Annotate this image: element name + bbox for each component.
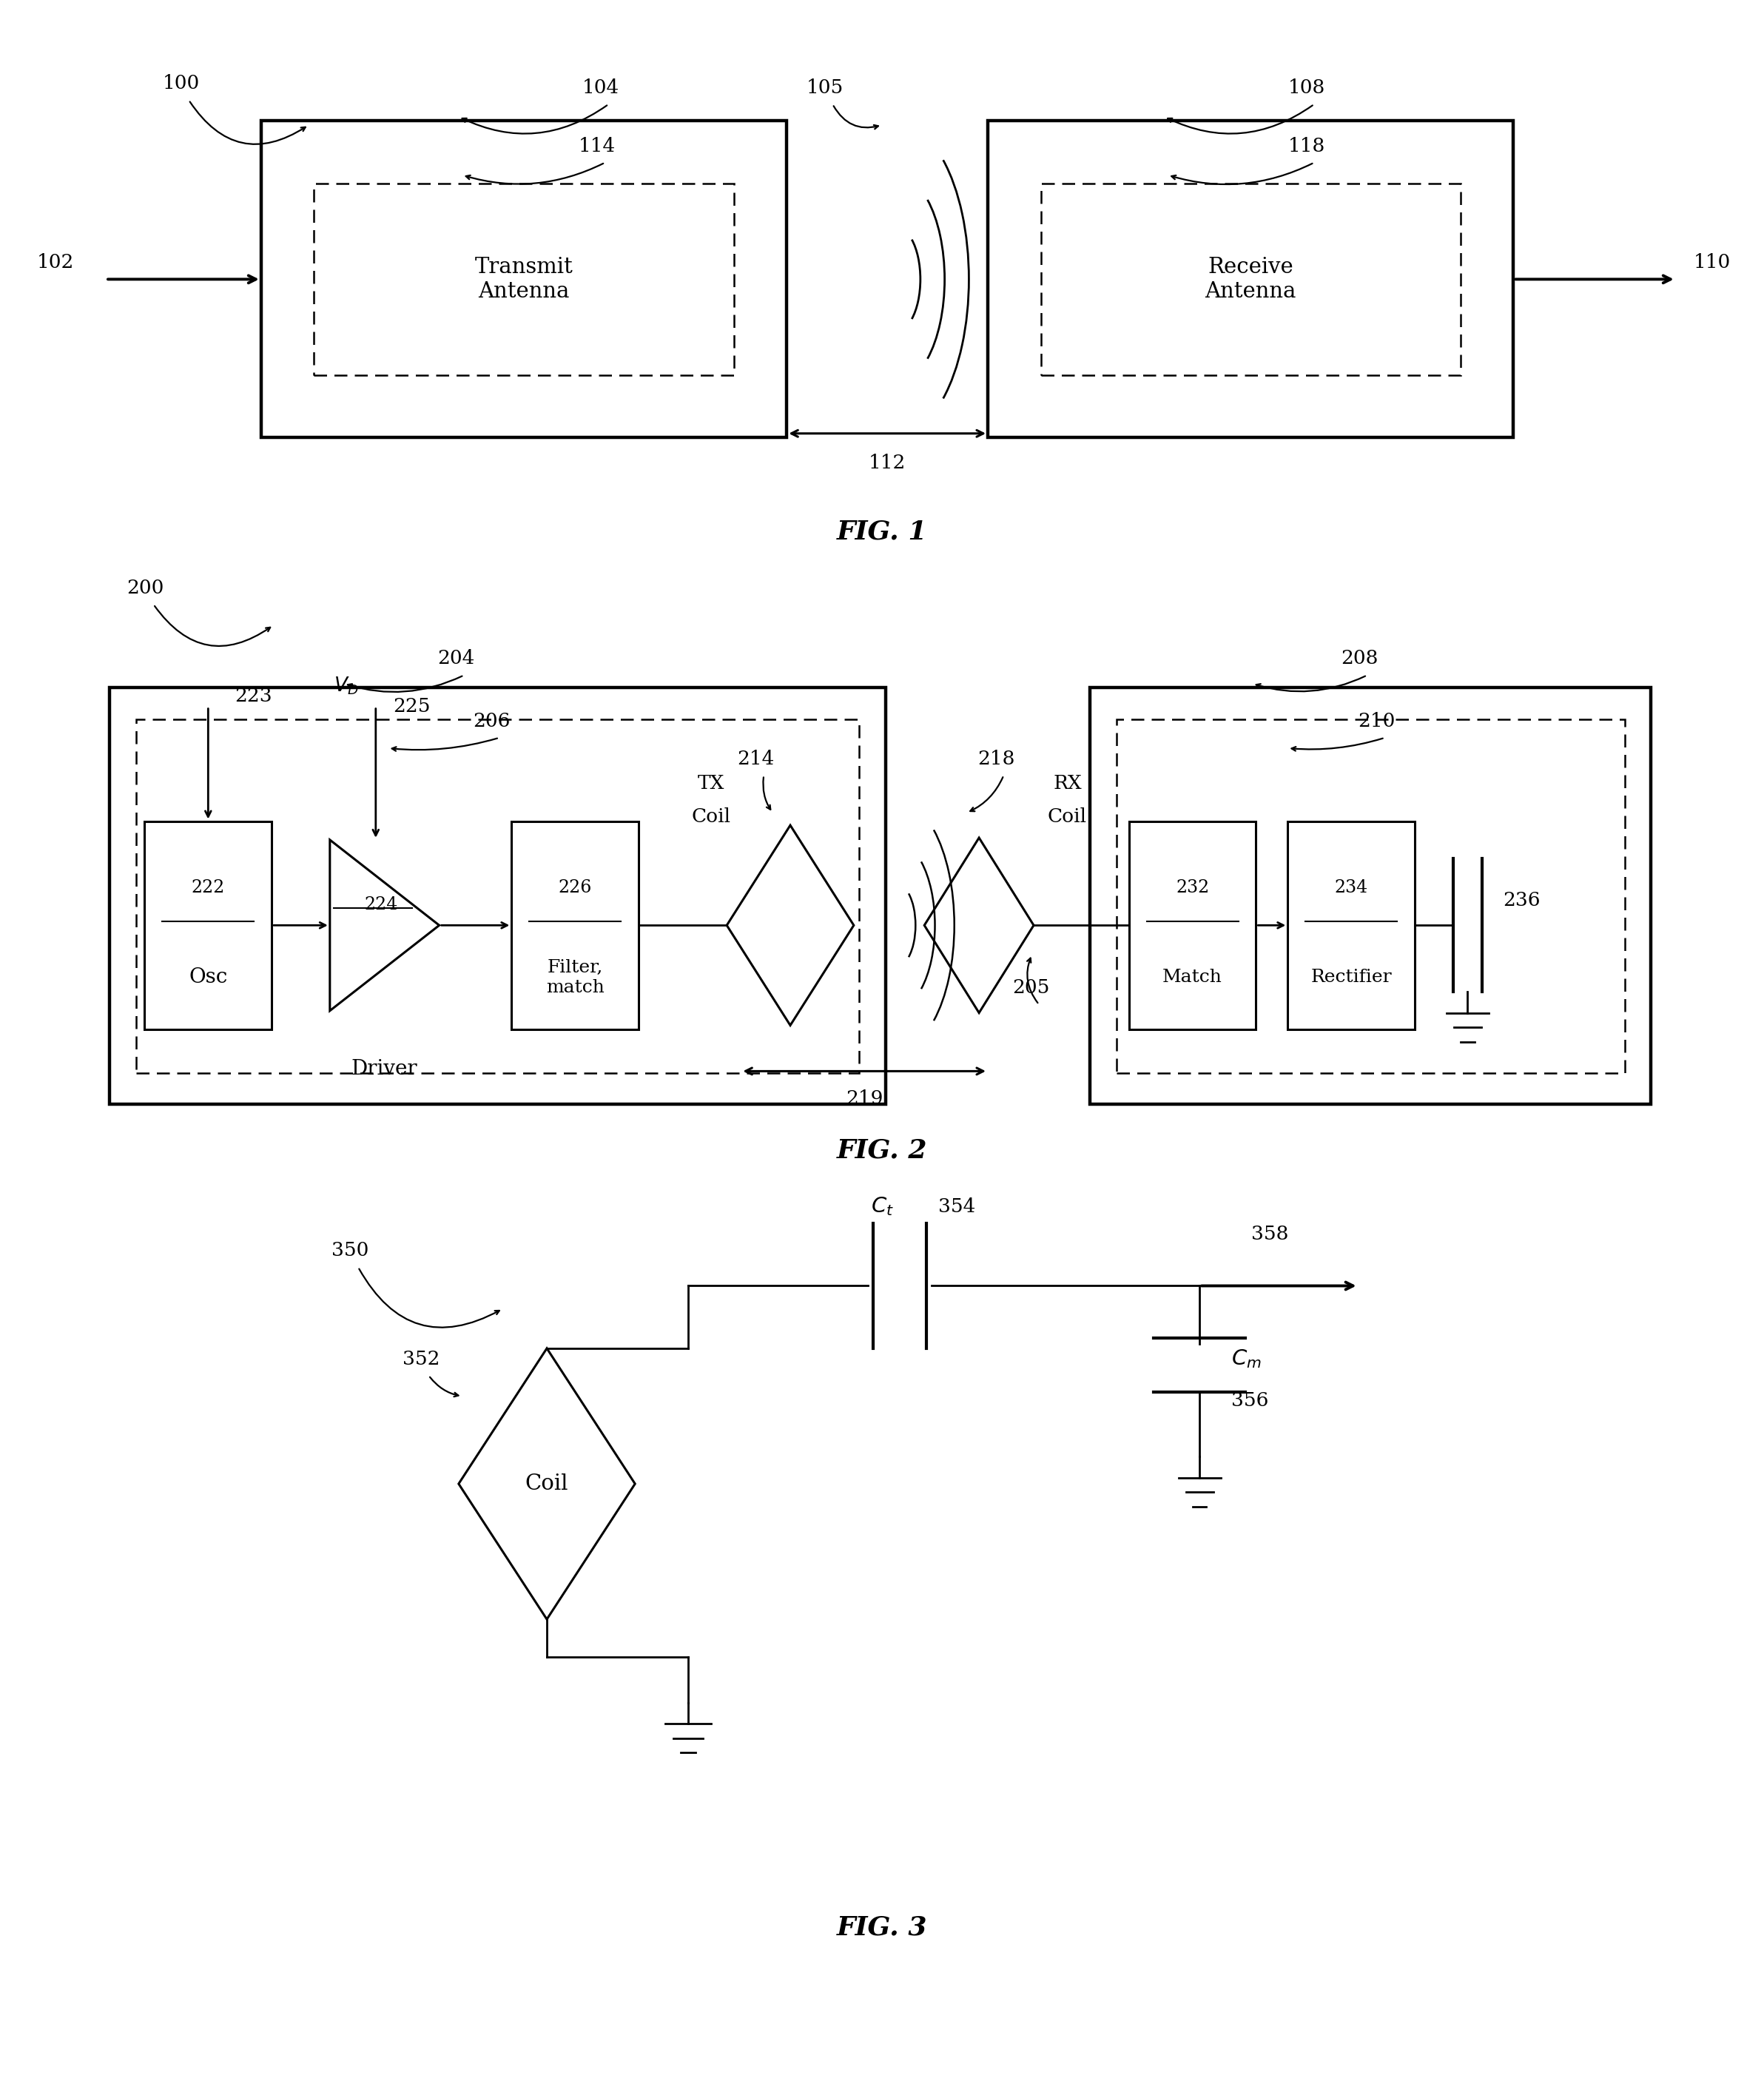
FancyBboxPatch shape bbox=[1041, 183, 1461, 375]
Text: 232: 232 bbox=[1177, 879, 1208, 896]
Text: 356: 356 bbox=[1231, 1392, 1268, 1409]
Text: 218: 218 bbox=[977, 750, 1014, 767]
Text: 118: 118 bbox=[1288, 138, 1325, 154]
Text: 210: 210 bbox=[1358, 713, 1395, 729]
Text: 354: 354 bbox=[938, 1198, 975, 1215]
Text: FIG. 1: FIG. 1 bbox=[836, 519, 928, 544]
Text: $V_D$: $V_D$ bbox=[333, 675, 358, 696]
Text: 358: 358 bbox=[1251, 1225, 1289, 1242]
Text: 225: 225 bbox=[393, 698, 430, 715]
Text: Coil: Coil bbox=[526, 1473, 568, 1494]
Text: 219: 219 bbox=[845, 1090, 884, 1107]
Text: 204: 204 bbox=[437, 650, 475, 667]
Text: 102: 102 bbox=[37, 254, 74, 271]
Text: $C_m$: $C_m$ bbox=[1231, 1348, 1261, 1369]
Text: Rectifier: Rectifier bbox=[1311, 969, 1392, 986]
Text: 236: 236 bbox=[1503, 892, 1540, 909]
FancyBboxPatch shape bbox=[1129, 821, 1256, 1029]
Text: 208: 208 bbox=[1341, 650, 1378, 667]
Text: FIG. 3: FIG. 3 bbox=[836, 1915, 928, 1940]
Text: Match: Match bbox=[1162, 969, 1222, 986]
Text: 206: 206 bbox=[473, 713, 510, 729]
Text: 100: 100 bbox=[162, 75, 199, 92]
Text: Filter,
match: Filter, match bbox=[545, 959, 605, 996]
Text: $C_t$: $C_t$ bbox=[871, 1196, 893, 1217]
Text: 350: 350 bbox=[332, 1242, 369, 1259]
Text: Osc: Osc bbox=[189, 967, 228, 988]
Text: 223: 223 bbox=[235, 688, 272, 704]
Text: 114: 114 bbox=[579, 138, 616, 154]
Text: 352: 352 bbox=[402, 1350, 439, 1367]
FancyBboxPatch shape bbox=[136, 719, 859, 1073]
Text: 104: 104 bbox=[582, 79, 619, 96]
Text: FIG. 2: FIG. 2 bbox=[836, 1138, 928, 1163]
Text: Transmit
Antenna: Transmit Antenna bbox=[475, 256, 573, 302]
Text: Driver: Driver bbox=[351, 1059, 418, 1080]
Text: 110: 110 bbox=[1693, 254, 1730, 271]
Text: 200: 200 bbox=[127, 579, 164, 596]
Text: TX: TX bbox=[697, 775, 725, 792]
Text: Receive
Antenna: Receive Antenna bbox=[1205, 256, 1297, 302]
Text: 108: 108 bbox=[1288, 79, 1325, 96]
FancyBboxPatch shape bbox=[1117, 719, 1625, 1073]
Text: 226: 226 bbox=[557, 879, 593, 896]
FancyBboxPatch shape bbox=[988, 121, 1514, 438]
Text: Coil: Coil bbox=[1048, 809, 1087, 825]
FancyBboxPatch shape bbox=[512, 821, 639, 1029]
Text: 224: 224 bbox=[363, 896, 399, 913]
Text: 112: 112 bbox=[868, 454, 907, 471]
FancyBboxPatch shape bbox=[109, 688, 886, 1105]
Text: 105: 105 bbox=[806, 79, 843, 96]
Text: 214: 214 bbox=[737, 750, 774, 767]
Text: Coil: Coil bbox=[691, 809, 730, 825]
Text: RX: RX bbox=[1053, 775, 1081, 792]
FancyBboxPatch shape bbox=[314, 183, 734, 375]
FancyBboxPatch shape bbox=[145, 821, 272, 1029]
FancyBboxPatch shape bbox=[261, 121, 787, 438]
Text: 234: 234 bbox=[1335, 879, 1367, 896]
Text: 222: 222 bbox=[191, 879, 226, 896]
FancyBboxPatch shape bbox=[1090, 688, 1651, 1105]
FancyBboxPatch shape bbox=[1288, 821, 1415, 1029]
Text: 205: 205 bbox=[1013, 979, 1050, 996]
